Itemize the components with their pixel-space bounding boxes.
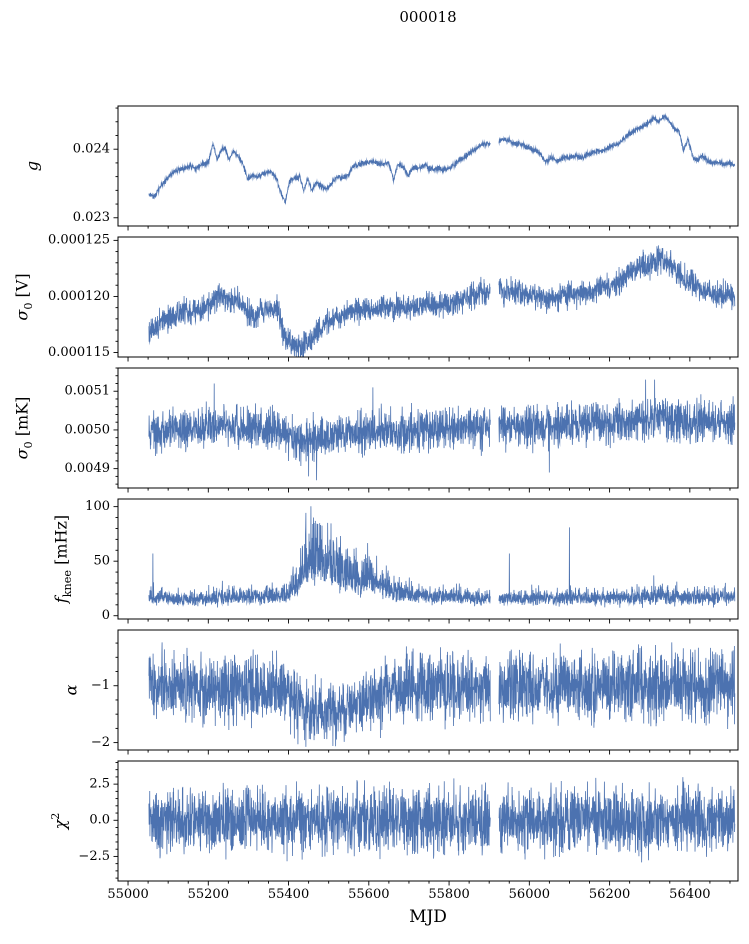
ylabel-subscript: knee xyxy=(60,569,74,598)
y-axis-label-sigma0-v: σ0 [V] xyxy=(11,273,35,320)
ylabel-symbol: σ xyxy=(12,448,32,460)
y-axis-label-fknee: fknee [mHz] xyxy=(50,515,74,603)
y-axis-label-g: g xyxy=(21,161,45,171)
figure-title: 000018 xyxy=(399,8,457,26)
y-axis-label-chi2: χ2 xyxy=(49,813,73,830)
y-axis-label-sigma0-mk: σ0 [mK] xyxy=(11,397,35,460)
ylabel-symbol: σ xyxy=(12,309,32,321)
ylabel-symbol: f xyxy=(51,597,71,604)
ylabel-superscript: 2 xyxy=(49,812,63,820)
y-axis-label-alpha: α xyxy=(60,685,84,696)
x-axis-label: MJD xyxy=(409,907,447,927)
ylabel-symbol: g xyxy=(22,160,42,172)
ylabel-unit: [mK] xyxy=(12,396,32,442)
ylabel-unit: [V] xyxy=(12,273,32,303)
ylabel-subscript: 0 xyxy=(21,302,35,310)
ylabel-symbol: α xyxy=(61,684,81,696)
ylabel-subscript: 0 xyxy=(21,441,35,449)
ylabel-unit: [mHz] xyxy=(51,514,71,570)
ylabel-symbol: χ xyxy=(50,819,70,830)
